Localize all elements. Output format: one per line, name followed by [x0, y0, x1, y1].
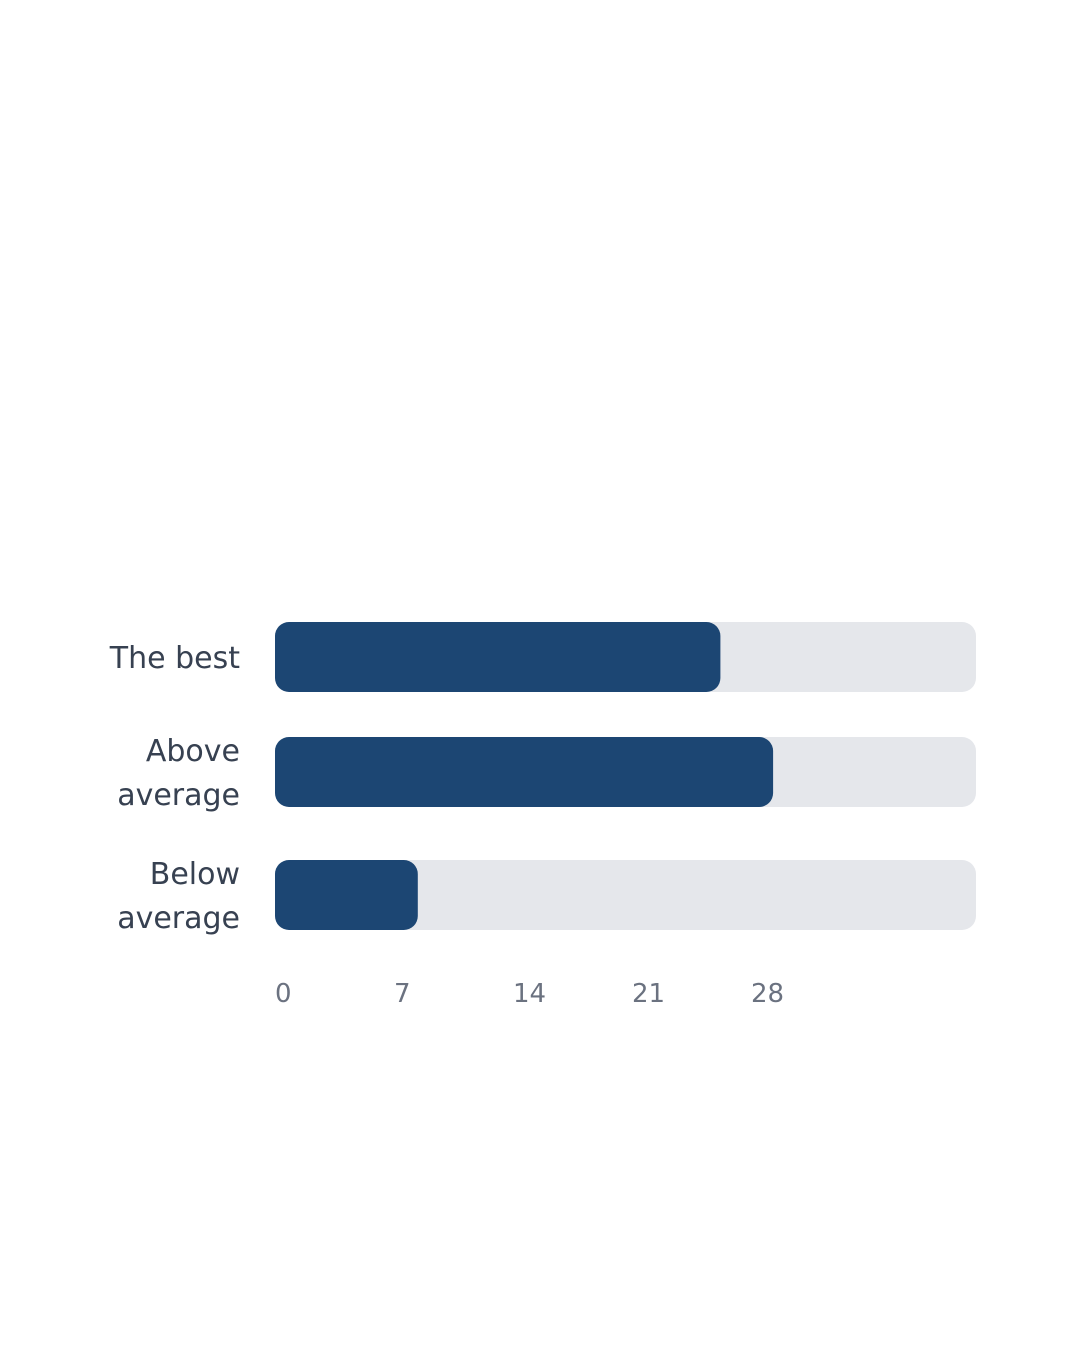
category-labels: The best Above average Below average	[109, 641, 240, 936]
category-label-line: Above	[146, 734, 240, 769]
category-label: Above average	[117, 734, 240, 813]
bar	[275, 622, 721, 692]
x-tick-label: 7	[394, 979, 411, 1009]
category-label-line: average	[117, 778, 240, 813]
bars	[275, 622, 774, 930]
x-tick-label: 0	[275, 979, 292, 1009]
category-label-line: average	[117, 901, 240, 936]
category-label-line: The best	[109, 641, 240, 676]
category-label: The best	[109, 641, 240, 676]
x-tick-label: 14	[513, 979, 546, 1009]
bar-track	[275, 860, 976, 930]
x-tick-label: 21	[632, 979, 665, 1009]
bar	[275, 860, 418, 930]
category-label-line: Below	[150, 857, 240, 892]
x-axis-tick-labels: 0 7 14 21 28	[275, 979, 784, 1009]
category-label: Below average	[117, 857, 240, 936]
x-tick-label: 28	[751, 979, 784, 1009]
bar	[275, 737, 774, 807]
